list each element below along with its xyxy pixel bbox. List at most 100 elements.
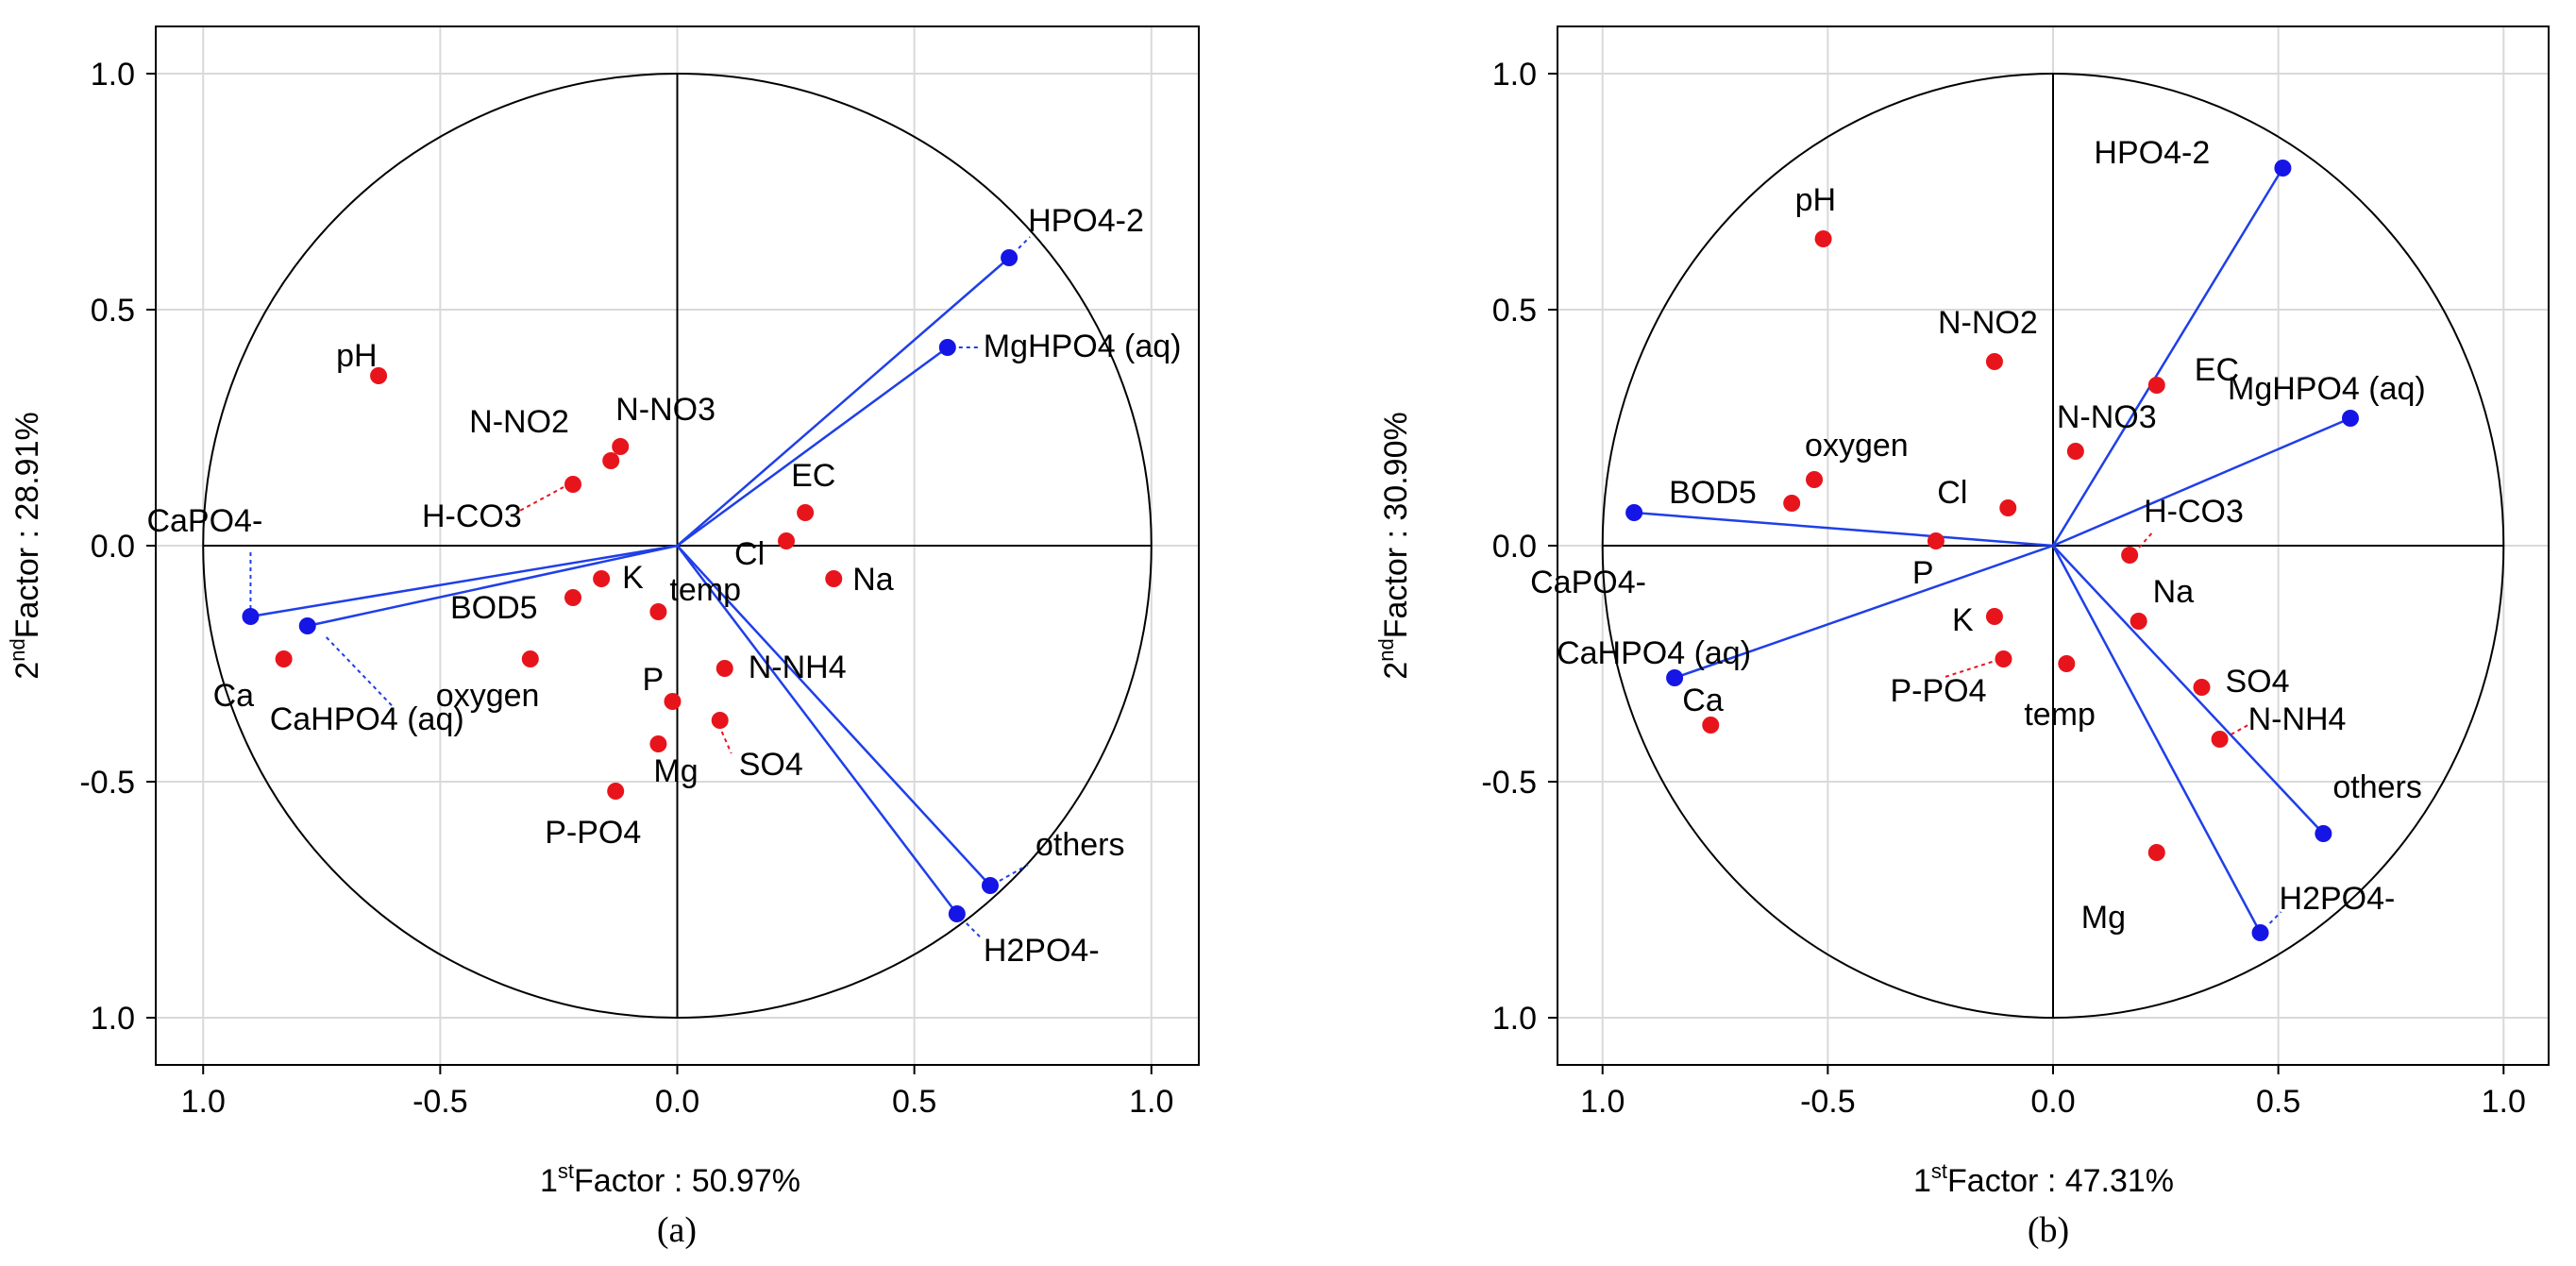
- variable-label: pH: [1795, 182, 1836, 218]
- variable-point: [593, 570, 611, 587]
- variable-point: [612, 438, 630, 455]
- x-tick-label: 1.0: [1129, 1084, 1173, 1120]
- variable-point: [2066, 443, 2084, 460]
- variable-label: Ca: [213, 678, 255, 714]
- species-point: [982, 877, 999, 894]
- variable-point: [649, 735, 667, 752]
- species-point: [2342, 410, 2359, 427]
- y-axis-title: 2ndFactor : 28.91%: [6, 412, 45, 679]
- x-tick-label: -0.5: [1800, 1084, 1856, 1120]
- species-point: [1666, 669, 1684, 686]
- label-leader: [966, 922, 982, 938]
- label-leader: [2268, 911, 2282, 924]
- species-vector: [676, 346, 949, 548]
- species-vector: [1674, 544, 2054, 680]
- species-vector: [2052, 545, 2325, 835]
- label-leader: [1942, 661, 1993, 679]
- y-tick-label: -0.5: [1481, 765, 1537, 801]
- variable-point: [1985, 608, 2003, 625]
- panel-caption: (b): [2028, 1210, 2069, 1250]
- species-label: H2PO4-: [2280, 881, 2396, 917]
- y-tick-label: -0.5: [79, 765, 135, 801]
- variable-point: [1806, 471, 1824, 488]
- variable-point: [716, 660, 733, 677]
- variable-label: K: [1952, 602, 1974, 638]
- x-tick-label: 0.0: [2030, 1084, 2075, 1120]
- variable-point: [2058, 655, 2076, 672]
- y-tick-label: 1.0: [1492, 1001, 1537, 1037]
- panel-a: 1.0 -0.5 0.0 0.5 1.0 1.0 0.5 0.0 -0.5 1.0 1stFacto…: [6, 25, 1200, 1250]
- species-vector: [307, 544, 678, 628]
- variable-point: [1927, 532, 1945, 549]
- variable-point: [825, 570, 843, 587]
- species-label: HPO4-2: [2094, 135, 2210, 171]
- species-label: MgHPO4 (aq): [2228, 371, 2426, 407]
- variable-label: Cl: [1937, 475, 1967, 511]
- variable-point: [1702, 717, 1720, 734]
- species-vector: [676, 545, 991, 886]
- species-label: CaPO4-: [146, 503, 262, 539]
- variable-label: oxygen: [1805, 428, 1909, 464]
- variable-label: Mg: [653, 753, 698, 789]
- variable-point: [607, 783, 625, 800]
- x-axis-title: 1stFactor : 47.31%: [1913, 1159, 2174, 1199]
- variable-label: BOD5: [1669, 475, 1757, 511]
- x-tick-label: 1.0: [1580, 1084, 1625, 1120]
- species-vector: [250, 544, 678, 618]
- variable-point: [1783, 495, 1801, 512]
- variable-label: EC: [791, 458, 835, 494]
- variable-point: [564, 476, 581, 493]
- variable-point: [602, 452, 620, 469]
- y-tick-label: 0.5: [91, 293, 135, 329]
- x-tick-label: -0.5: [412, 1084, 468, 1120]
- panel-caption: (a): [657, 1210, 697, 1250]
- variable-label: Mg: [2081, 900, 2126, 936]
- variable-point: [1985, 353, 2003, 370]
- label-leader: [720, 731, 732, 754]
- label-leader: [515, 486, 564, 514]
- variable-point: [2130, 613, 2147, 630]
- panel-b: 1.0 -0.5 0.0 0.5 1.0 1.0 0.5 0.0 -0.5 1.0 1stFacto…: [1374, 25, 2550, 1250]
- variable-point: [778, 532, 796, 549]
- variable-label: oxygen: [436, 678, 540, 714]
- label-leader: [2138, 531, 2154, 549]
- variable-label: H-CO3: [422, 498, 522, 534]
- species-point: [948, 905, 966, 922]
- variable-point: [564, 589, 581, 606]
- variable-point: [275, 650, 293, 667]
- variable-point: [370, 367, 388, 384]
- variable-label: N-NO2: [1938, 305, 2038, 341]
- variable-label: N-NO3: [615, 392, 716, 428]
- variable-point: [2121, 547, 2139, 564]
- variable-label: Cl: [734, 536, 765, 572]
- variable-label: P-PO4: [1891, 673, 1987, 709]
- x-tick-label: 0.0: [655, 1084, 699, 1120]
- variable-point: [2193, 679, 2211, 696]
- variable-label: N-NH4: [749, 650, 847, 685]
- label-leader: [999, 864, 1029, 882]
- variable-label: Na: [852, 562, 894, 598]
- variable-label: P: [642, 662, 664, 698]
- variable-point: [649, 603, 667, 620]
- variable-label: P-PO4: [545, 815, 641, 851]
- variable-point: [2211, 731, 2229, 748]
- species-point: [2251, 924, 2269, 941]
- x-axis-title: 1stFactor : 50.97%: [540, 1159, 800, 1199]
- variable-label: pH: [336, 338, 377, 374]
- variable-label: H-CO3: [2144, 494, 2244, 530]
- species-point: [298, 617, 316, 634]
- variable-label: Na: [2153, 574, 2195, 610]
- variable-label: SO4: [2226, 664, 2290, 700]
- variable-point: [521, 650, 539, 667]
- y-tick-label: 1.0: [1492, 57, 1537, 93]
- species-point: [1625, 504, 1643, 521]
- species-vector: [2051, 167, 2284, 547]
- species-point: [242, 608, 260, 625]
- x-tick-label: 0.5: [892, 1084, 936, 1120]
- species-vector: [676, 545, 958, 915]
- y-tick-label: 1.0: [91, 1001, 135, 1037]
- label-leader: [2231, 724, 2249, 735]
- variable-label: N-NO2: [469, 404, 569, 440]
- variable-point: [1999, 499, 2017, 516]
